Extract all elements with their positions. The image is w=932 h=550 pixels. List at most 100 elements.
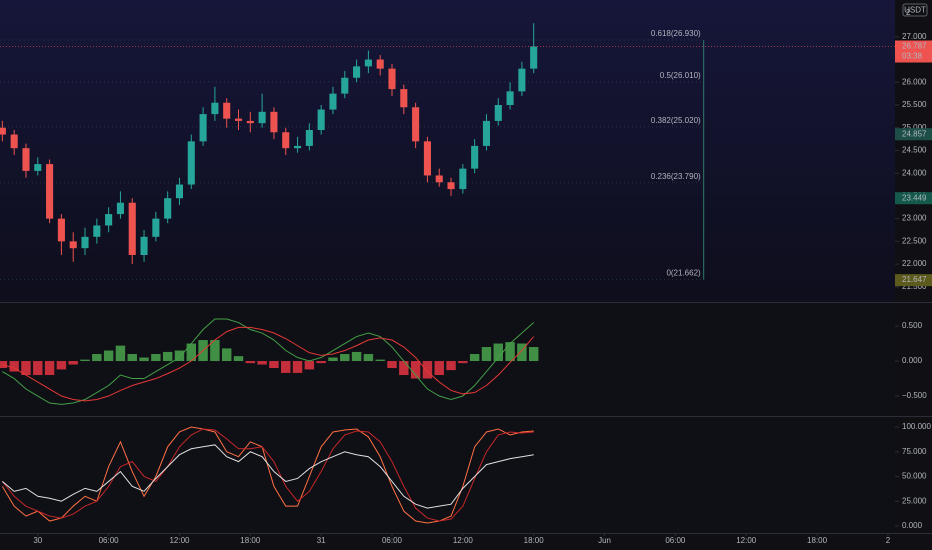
candle-body [494,105,502,121]
candle-body [317,109,325,130]
histogram-bar [80,359,90,362]
candle-body [105,214,113,226]
candle-body [364,59,372,67]
candle-body [57,218,65,242]
fib-label: 0.5(26.010) [660,71,701,80]
price-marker-label: 23.449 [902,193,927,202]
price-marker-box [895,128,932,141]
histogram-bar [351,351,362,362]
fib-label: 0.382(25.020) [651,116,701,125]
histogram-bar [363,354,374,362]
y-tick-label: −0.500 [902,391,927,400]
histogram-bar [115,345,126,362]
y-tick-label: 27.000 [902,32,927,41]
histogram-bar [257,361,267,365]
y-tick-label: 23.000 [902,214,927,223]
candle-body [69,241,77,249]
candle-body [459,168,467,190]
price-marker-label: 21.647 [902,275,927,284]
histogram-bar [304,361,315,370]
candle-body [22,148,30,171]
histogram-bar [517,343,527,362]
histogram-bar [292,361,303,373]
candle-body [258,111,266,124]
last-price-box [895,40,932,63]
candle-body [388,68,396,90]
y-tick-label: 25.500 [902,100,927,109]
candle-body [341,77,349,94]
histogram-bar [493,343,503,362]
y-tick-label: 0.000 [902,356,923,365]
stoch-pane [0,418,895,533]
candle-body [412,107,420,142]
candle-body [294,145,302,149]
histogram-bar [186,343,197,362]
price-pane [0,0,895,302]
y-tick-label: 0.000 [902,521,923,530]
histogram-bar [446,361,456,371]
histogram-bar [458,361,468,364]
histogram-bar [139,357,149,362]
candle-body [223,102,231,119]
candle-body [187,141,195,185]
histogram-bar [174,350,185,362]
series-line [2,326,535,402]
x-tick-label: 18:00 [240,536,261,545]
candle-body [211,102,219,115]
candle-body [116,202,124,215]
candle-body [305,130,313,146]
histogram-bar [233,356,244,362]
histogram-bar [375,359,385,362]
y-tick-label: 50.000 [902,472,927,481]
histogram-bar [434,361,444,376]
y-tick-label: 100.000 [902,422,931,431]
candle-body [140,236,148,255]
candle-body [447,182,455,190]
histogram-bar [103,350,114,362]
x-tick-label: 06:00 [382,536,403,545]
histogram-bar [92,354,102,362]
candle-body [435,175,443,183]
fib-label: 0.618(26.930) [651,29,701,38]
candle-body [270,111,278,133]
histogram-bar [410,361,421,379]
histogram-bar [21,361,31,376]
x-tick-label: 30 [33,536,42,545]
price-marker-label: 24.857 [902,129,927,138]
histogram-bar [328,357,338,362]
histogram-bar [269,361,279,369]
y-tick-label: 25.000 [902,123,927,132]
x-tick-label: 12:00 [736,536,757,545]
candle-body [400,89,408,108]
x-tick-label: 31 [317,536,326,545]
candle-body [246,120,254,124]
histogram-bar [245,361,256,364]
x-tick-label: 12:00 [453,536,474,545]
histogram-bar [162,351,173,362]
histogram-bar [56,361,67,370]
y-tick-label: 24.500 [902,146,927,155]
candle-body [0,127,6,135]
histogram-bar [316,361,326,364]
fib-label: 0(21.662) [666,269,701,278]
x-tick-label: 06:00 [665,536,686,545]
currency-box [902,3,928,17]
histogram-bar [151,354,161,362]
x-tick-label: 18:00 [524,536,545,545]
candle-body [34,164,42,171]
y-tick-label: 75.000 [902,447,927,456]
histogram-bar [505,342,515,362]
candle-body [353,66,361,78]
macd-pane [0,303,895,415]
histogram-bar [68,361,78,365]
candle-body [128,202,136,255]
series-line [1,426,534,524]
x-tick-label: 12:00 [169,536,190,545]
y-tick-label: 22.000 [902,259,927,268]
countdown-label: 03:38 [902,52,923,61]
candle-body [81,236,89,249]
candle-body [482,120,491,146]
histogram-bar [469,354,480,362]
candle-body [93,225,101,237]
